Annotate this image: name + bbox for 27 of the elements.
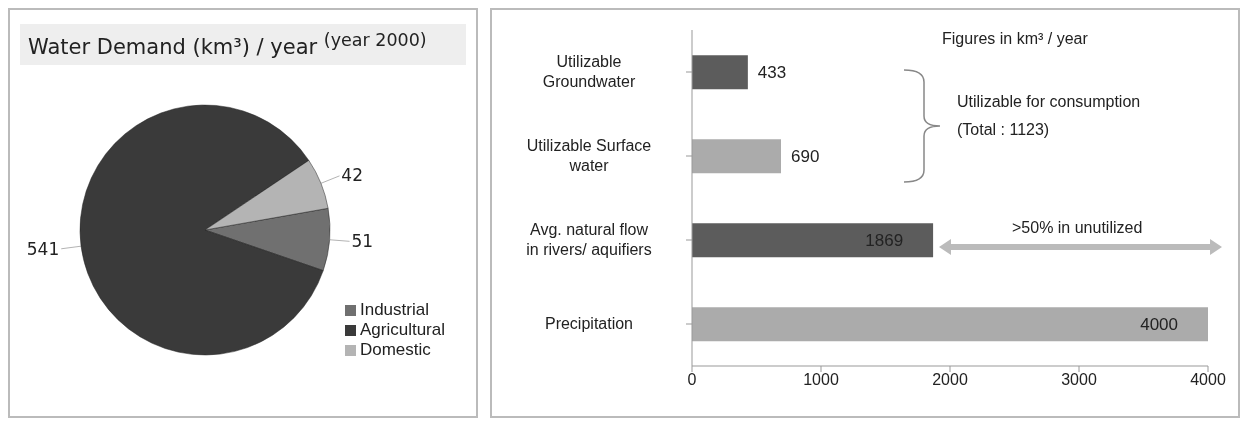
bar — [692, 55, 748, 90]
data-label: 1869 — [865, 230, 904, 250]
data-label: 690 — [791, 146, 820, 166]
annotation: Figures in km³ / year — [941, 29, 1089, 49]
bar — [692, 307, 1208, 342]
data-label: 541 — [26, 239, 60, 260]
y-tick-label: Utilizable Groundwater — [542, 53, 636, 90]
x-tick-label: 1000 — [803, 371, 839, 389]
y-tick-label: Avg. natural flow in rivers/ aquifiers — [526, 221, 652, 258]
legend-label: Domestic — [359, 340, 431, 359]
bar — [692, 139, 782, 174]
x-tick-label: 2000 — [932, 371, 968, 389]
data-label: 51 — [351, 231, 374, 252]
x-tick-label: 0 — [687, 371, 697, 389]
chart-title: Water Demand (km³) / year $^{(year 2000)}$ — [20, 24, 466, 65]
data-label: 42 — [341, 165, 364, 186]
annotation: Utilizable for consumption (Total : 1123) — [957, 92, 1141, 140]
y-tick-label: Utilizable Surface water — [526, 137, 652, 174]
data-label: 4000 — [1140, 314, 1178, 334]
x-tick-label: 3000 — [1061, 371, 1097, 389]
annotation: >50% in unutilized — [1012, 218, 1143, 237]
legend-label: Agricultural — [359, 320, 445, 339]
legend-label: Industrial — [359, 300, 429, 319]
x-tick-label: 4000 — [1190, 371, 1226, 389]
y-tick-label: Precipitation — [544, 315, 634, 332]
data-label: 433 — [757, 62, 787, 82]
bar — [692, 223, 934, 258]
